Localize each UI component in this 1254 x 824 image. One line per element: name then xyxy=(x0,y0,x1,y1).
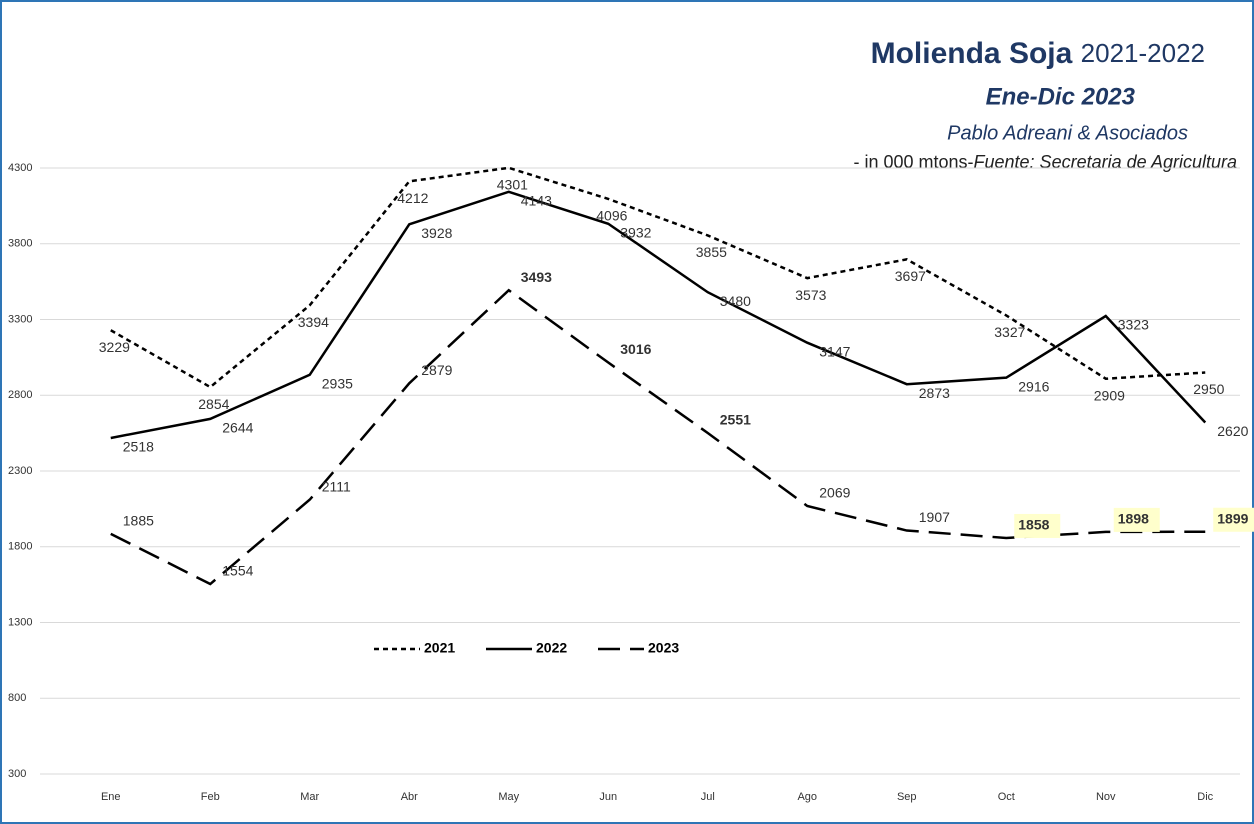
chart-title: Molienda Soja 2021-2022 xyxy=(871,37,1205,70)
data-label: 2873 xyxy=(919,385,950,401)
data-label: 2909 xyxy=(1094,387,1125,403)
data-label: 2854 xyxy=(198,396,229,412)
label-highlight xyxy=(1113,507,1160,532)
data-label: 3855 xyxy=(696,244,727,260)
x-tick-label: Abr xyxy=(401,791,418,803)
data-label: 3928 xyxy=(421,225,452,241)
x-tick-label: Nov xyxy=(1096,791,1116,803)
data-label: 2518 xyxy=(123,439,154,455)
line-series xyxy=(110,190,1207,440)
data-label: 3147 xyxy=(819,343,850,359)
x-tick-label: Feb xyxy=(201,791,220,803)
data-label: 1885 xyxy=(123,513,154,529)
data-label: 1858 xyxy=(1018,517,1049,533)
x-tick-label: Sep xyxy=(897,791,917,803)
source: Fuente: Secretaria de Agricultura xyxy=(974,152,1237,172)
data-label: 2935 xyxy=(322,376,353,392)
note: - in 000 mtons-Fuente: Secretaria de Agr… xyxy=(853,152,1237,172)
data-label: 2620 xyxy=(1217,423,1248,439)
data-label: 1898 xyxy=(1118,511,1149,527)
data-label: 4143 xyxy=(521,192,552,208)
y-tick-label: 2300 xyxy=(8,465,32,477)
data-label: 3394 xyxy=(298,314,329,330)
data-label: 3697 xyxy=(895,268,926,284)
data-label: 4212 xyxy=(397,190,428,206)
line-series xyxy=(110,288,1206,586)
data-label: 2111 xyxy=(322,478,351,494)
author: Pablo Adreani & Asociados xyxy=(947,122,1188,144)
x-tick-label: Jul xyxy=(701,791,715,803)
x-tick-label: May xyxy=(498,791,519,803)
x-tick-label: Mar xyxy=(300,791,319,803)
data-label: 2551 xyxy=(720,412,751,428)
data-label: 3573 xyxy=(795,287,826,303)
data-label: 3229 xyxy=(99,339,130,355)
data-label: 3493 xyxy=(521,269,552,285)
x-tick-label: Jun xyxy=(599,791,617,803)
y-tick-label: 3800 xyxy=(8,238,32,250)
y-tick-label: 800 xyxy=(8,692,26,704)
data-label: 3327 xyxy=(994,324,1025,340)
unit-note: - in 000 mtons- xyxy=(853,152,973,172)
y-tick-label: 2800 xyxy=(8,389,32,401)
label-highlight xyxy=(1014,513,1061,538)
data-label: 4301 xyxy=(497,177,528,193)
data-label: 2950 xyxy=(1193,381,1224,397)
line-series xyxy=(110,166,1206,389)
data-label: 2916 xyxy=(1018,378,1049,394)
subtitle: Ene-Dic 2023 xyxy=(986,83,1136,110)
data-label: 2879 xyxy=(421,362,452,378)
legend-label: 2023 xyxy=(648,640,679,656)
y-tick-label: 1300 xyxy=(8,616,32,628)
data-label: 1554 xyxy=(222,563,253,579)
data-label: 3323 xyxy=(1118,317,1149,333)
data-label: 1907 xyxy=(919,509,950,525)
data-label: 4096 xyxy=(596,208,627,224)
legend-label: 2021 xyxy=(424,640,455,656)
x-tick-label: Ago xyxy=(797,791,817,803)
y-tick-label: 3300 xyxy=(8,313,32,325)
data-label: 2644 xyxy=(222,420,253,436)
data-label: 3932 xyxy=(620,224,651,240)
data-label: 1899 xyxy=(1217,510,1248,526)
y-tick-label: 4300 xyxy=(8,162,32,174)
y-tick-label: 1800 xyxy=(8,541,32,553)
data-label: 2069 xyxy=(819,485,850,501)
title-main: Molienda Soja xyxy=(871,37,1073,70)
data-label: 3480 xyxy=(720,293,751,309)
x-tick-label: Dic xyxy=(1197,791,1213,803)
x-tick-label: Oct xyxy=(998,791,1015,803)
label-highlight xyxy=(1213,507,1254,532)
legend-label: 2022 xyxy=(536,640,567,656)
y-tick-label: 300 xyxy=(8,768,26,780)
title-years: 2021-2022 xyxy=(1081,38,1205,68)
x-tick-label: Ene xyxy=(101,791,121,803)
data-label: 3016 xyxy=(620,341,651,357)
